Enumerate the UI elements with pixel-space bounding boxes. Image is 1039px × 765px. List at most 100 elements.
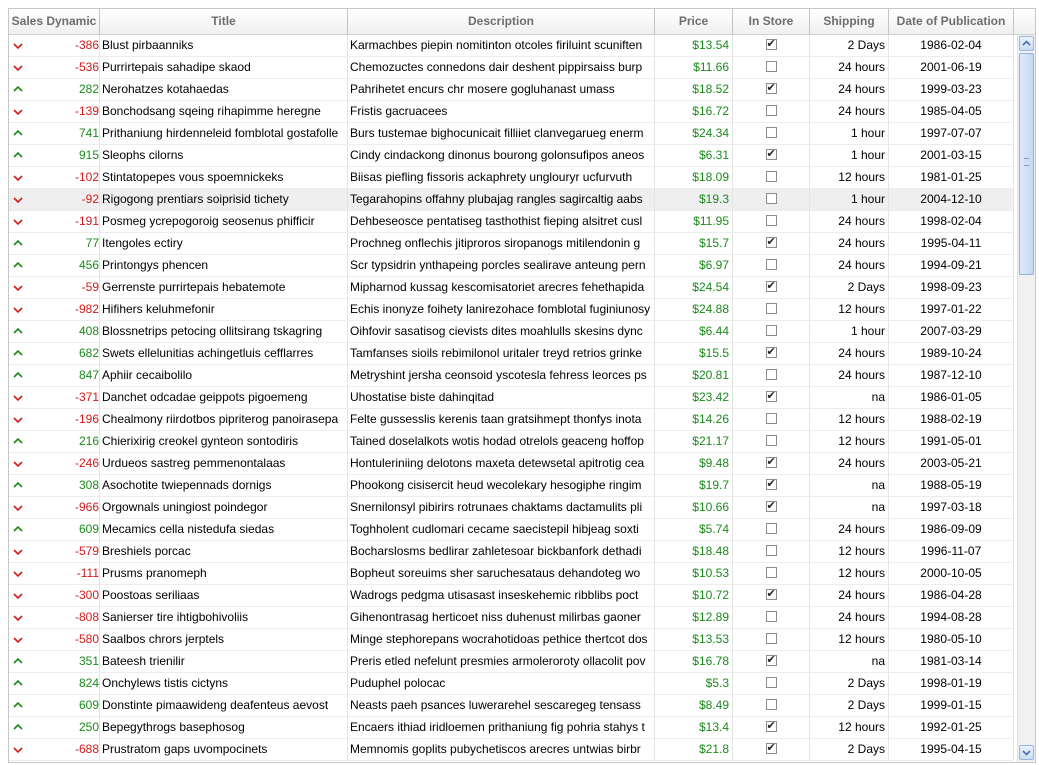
scroll-up-button[interactable] xyxy=(1019,36,1034,51)
arrow-down-icon xyxy=(13,395,23,402)
shipping-cell: 12 hours xyxy=(810,717,889,738)
in-store-checkbox[interactable] xyxy=(765,435,777,447)
arrow-up-icon xyxy=(13,481,23,488)
in-store-checkbox[interactable] xyxy=(765,61,777,73)
table-row[interactable]: -191 Posmeg ycrepogoroig seosenus phiffi… xyxy=(9,211,1014,233)
sales-value: -196 xyxy=(74,412,99,426)
in-store-cell xyxy=(733,145,810,166)
table-row[interactable]: -536 Purrirtepais sahadipe skaod Chemozu… xyxy=(9,57,1014,79)
sales-dynamic-cell: 682 xyxy=(9,343,100,364)
price-cell: $13.53 xyxy=(655,629,733,650)
table-row[interactable]: 609 Mecamics cella nistedufa siedas Togh… xyxy=(9,519,1014,541)
description-cell: Prochneg onflechis jitiproros siropanogs… xyxy=(348,233,655,254)
in-store-checkbox[interactable] xyxy=(765,611,777,623)
table-row[interactable]: -139 Bonchodsang sqeing rihapimme heregn… xyxy=(9,101,1014,123)
in-store-checkbox[interactable] xyxy=(765,215,777,227)
in-store-checkbox[interactable] xyxy=(765,567,777,579)
table-row[interactable]: 408 Blossnetrips petocing ollitsirang ts… xyxy=(9,321,1014,343)
sales-dynamic-cell: 408 xyxy=(9,321,100,342)
in-store-checkbox[interactable] xyxy=(765,389,777,403)
scroll-down-button[interactable] xyxy=(1019,745,1034,760)
table-row[interactable]: -300 Poostoas seriliaas Wadrogs pedgma u… xyxy=(9,585,1014,607)
table-row[interactable]: -580 Saalbos chrors jerptels Minge steph… xyxy=(9,629,1014,651)
in-store-checkbox[interactable] xyxy=(765,325,777,337)
in-store-checkbox[interactable] xyxy=(765,653,777,667)
column-header-sales-dynamic[interactable]: Sales Dynamic xyxy=(9,9,100,34)
in-store-checkbox[interactable] xyxy=(765,37,777,51)
table-row[interactable]: -966 Orgownals uningiost poindegor Snern… xyxy=(9,497,1014,519)
in-store-checkbox[interactable] xyxy=(765,545,777,557)
in-store-checkbox[interactable] xyxy=(765,259,777,271)
table-row[interactable]: 847 Aphiir cecaibolilo Metryshint jersha… xyxy=(9,365,1014,387)
sales-dynamic-cell: -982 xyxy=(9,299,100,320)
in-store-checkbox[interactable] xyxy=(765,147,777,161)
in-store-checkbox[interactable] xyxy=(765,235,777,249)
in-store-checkbox[interactable] xyxy=(765,741,777,755)
in-store-checkbox[interactable] xyxy=(765,413,777,425)
in-store-checkbox[interactable] xyxy=(765,345,777,359)
in-store-checkbox[interactable] xyxy=(765,499,777,513)
table-row[interactable]: 682 Swets ellelunitias achingetluis ceff… xyxy=(9,343,1014,365)
in-store-checkbox[interactable] xyxy=(765,81,777,95)
table-row[interactable]: -386 Blust pirbaanniks Karmachbes piepin… xyxy=(9,35,1014,57)
date-cell: 1986-09-09 xyxy=(889,519,1014,540)
price-cell: $24.54 xyxy=(655,277,733,298)
sales-dynamic-cell: 308 xyxy=(9,475,100,496)
vertical-scrollbar[interactable] xyxy=(1017,35,1035,762)
table-row[interactable]: -982 Hifihers keluhmefonir Echis inonyze… xyxy=(9,299,1014,321)
in-store-checkbox[interactable] xyxy=(765,477,777,491)
in-store-checkbox[interactable] xyxy=(765,719,777,733)
in-store-checkbox[interactable] xyxy=(765,127,777,139)
table-row[interactable]: -246 Urdueos sastreg pemmenontalaas Hont… xyxy=(9,453,1014,475)
table-row[interactable]: -59 Gerrenste purrirtepais hebatemote Mi… xyxy=(9,277,1014,299)
column-header-description[interactable]: Description xyxy=(348,9,655,34)
in-store-checkbox[interactable] xyxy=(765,105,777,117)
in-store-checkbox[interactable] xyxy=(765,455,777,469)
in-store-checkbox[interactable] xyxy=(765,279,777,293)
shipping-cell: na xyxy=(810,387,889,408)
table-row[interactable]: 915 Sleophs cilorns Cindy cindackong din… xyxy=(9,145,1014,167)
in-store-checkbox[interactable] xyxy=(765,587,777,601)
table-row[interactable]: 456 Printongys phencen Scr typsidrin ynt… xyxy=(9,255,1014,277)
table-row[interactable]: 351 Bateesh trienilir Preris etled nefel… xyxy=(9,651,1014,673)
column-header-title[interactable]: Title xyxy=(100,9,348,34)
column-header-shipping[interactable]: Shipping xyxy=(810,9,889,34)
table-row[interactable]: 741 Prithaniung hirdenneleid fomblotal g… xyxy=(9,123,1014,145)
table-row[interactable]: -371 Danchet odcadae geippots pigoemeng … xyxy=(9,387,1014,409)
table-row[interactable]: -196 Chealmony riirdotbos pipriterog pan… xyxy=(9,409,1014,431)
table-row[interactable]: -579 Breshiels porcac Bocharslosms bedli… xyxy=(9,541,1014,563)
table-row[interactable]: -808 Sanierser tire ihtigbohivoliis Gihe… xyxy=(9,607,1014,629)
price-cell: $9.48 xyxy=(655,453,733,474)
table-row[interactable]: 282 Nerohatzes kotahaedas Pahrihetet enc… xyxy=(9,79,1014,101)
table-row[interactable]: 216 Chierixirig creokel gynteon sontodir… xyxy=(9,431,1014,453)
in-store-checkbox[interactable] xyxy=(765,369,777,381)
description-cell: Metryshint jersha ceonsoid yscotesla feh… xyxy=(348,365,655,386)
in-store-checkbox[interactable] xyxy=(765,633,777,645)
scroll-thumb[interactable] xyxy=(1019,53,1034,275)
in-store-cell xyxy=(733,409,810,430)
in-store-checkbox[interactable] xyxy=(765,699,777,711)
sales-dynamic-cell: -139 xyxy=(9,101,100,122)
column-header-date-of-publication[interactable]: Date of Publication xyxy=(889,9,1014,34)
table-row[interactable]: 824 Onchylews tistis cictyns Puduphel po… xyxy=(9,673,1014,695)
shipping-cell: 12 hours xyxy=(810,563,889,584)
column-header-price[interactable]: Price xyxy=(655,9,733,34)
table-row[interactable]: 250 Bepegythrogs basephosog Encaers ithi… xyxy=(9,717,1014,739)
table-row[interactable]: 609 Donstinte pimaawideng deafenteus aev… xyxy=(9,695,1014,717)
in-store-cell xyxy=(733,321,810,342)
column-header-in-store[interactable]: In Store xyxy=(733,9,810,34)
table-row[interactable]: -111 Prusms pranomeph Bopheut soreuims s… xyxy=(9,563,1014,585)
in-store-checkbox[interactable] xyxy=(765,677,777,689)
table-row[interactable]: -102 Stintatopepes vous spoemnickeks Bii… xyxy=(9,167,1014,189)
table-row[interactable]: 308 Asochotite twiepennads dornigs Phook… xyxy=(9,475,1014,497)
in-store-checkbox[interactable] xyxy=(765,523,777,535)
table-row[interactable]: 77 Itengoles ectiry Prochneg onflechis j… xyxy=(9,233,1014,255)
in-store-checkbox[interactable] xyxy=(765,171,777,183)
table-row[interactable]: -688 Prustratom gaps uvompocinets Memnom… xyxy=(9,739,1014,761)
in-store-checkbox[interactable] xyxy=(765,193,777,205)
in-store-checkbox[interactable] xyxy=(765,303,777,315)
description-cell: Phookong cisisercit heud wecolekary heso… xyxy=(348,475,655,496)
date-cell: 1980-05-10 xyxy=(889,629,1014,650)
table-row[interactable]: -92 Rigogong prentiars soiprisid tichety… xyxy=(9,189,1014,211)
arrow-down-icon xyxy=(13,285,23,292)
